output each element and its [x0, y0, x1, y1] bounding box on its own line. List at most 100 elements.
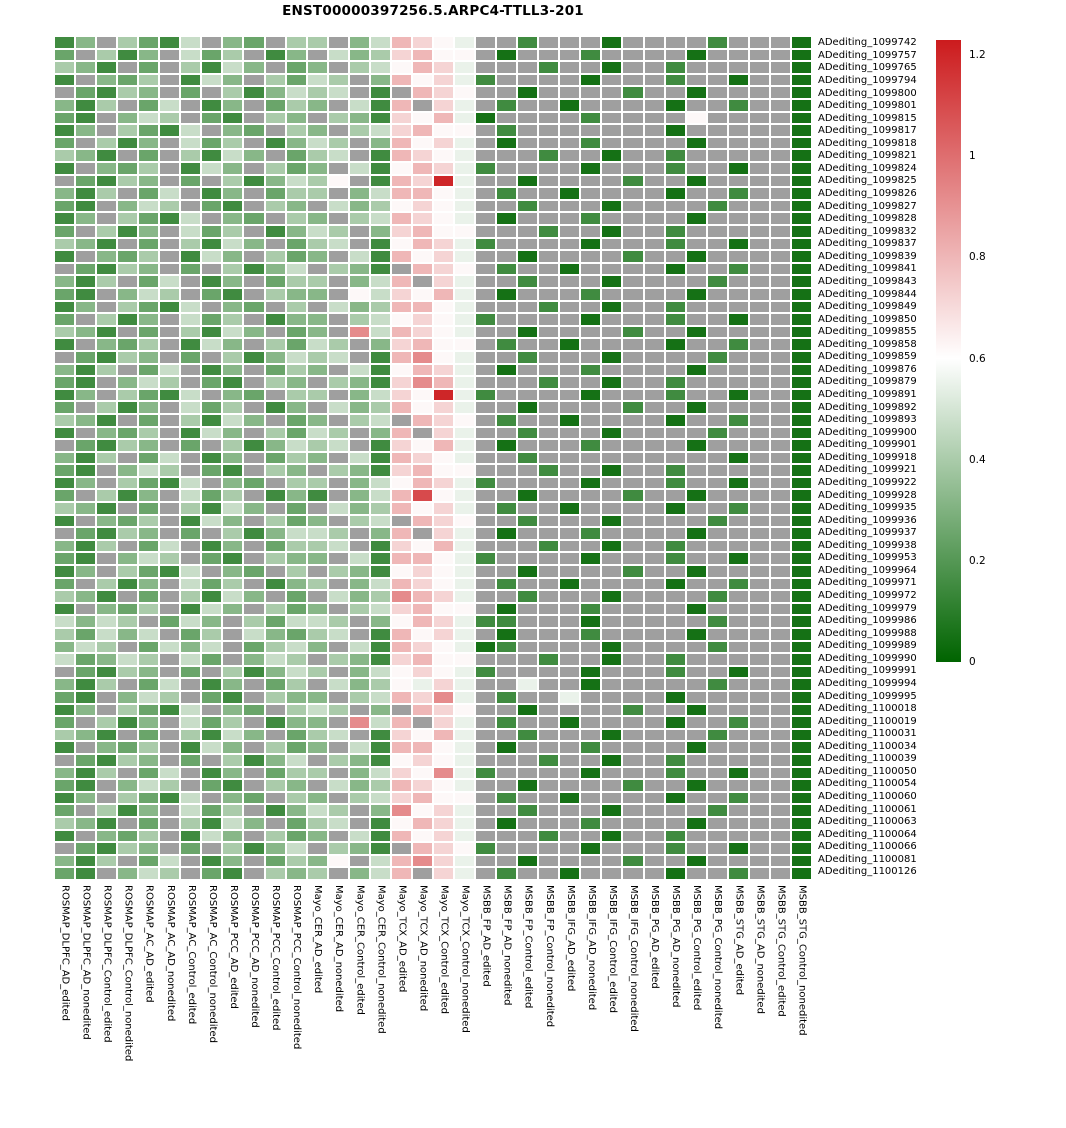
heatmap-cell: [749, 704, 769, 716]
heatmap-cell: [602, 566, 622, 577]
heatmap-cell: [602, 477, 622, 489]
heatmap-cell: [707, 540, 727, 552]
heatmap-cell: [686, 49, 706, 61]
heatmap-cell: [76, 490, 96, 502]
heatmap-cell: [728, 301, 748, 313]
heatmap-cell: [749, 578, 769, 590]
heatmap-cell: [686, 717, 706, 728]
column-label: Mayo_CER_Control_edited: [354, 885, 366, 1015]
heatmap-cell: [455, 112, 475, 124]
heatmap-cell: [286, 830, 306, 842]
heatmap-cell: [223, 629, 243, 640]
column-label: ROSMAP_PCC_AD_edited: [227, 885, 239, 1009]
heatmap-cell: [97, 780, 117, 791]
heatmap-cell: [349, 843, 369, 854]
heatmap-cell: [265, 490, 285, 502]
heatmap-cell: [265, 780, 285, 791]
heatmap-cell: [139, 452, 159, 464]
heatmap-cell: [539, 301, 559, 313]
heatmap-cell: [770, 578, 790, 590]
row-label: ADediting_1099839: [818, 250, 917, 262]
heatmap-cell: [476, 868, 496, 879]
heatmap-cell: [391, 503, 411, 514]
heatmap-cell: [118, 540, 138, 552]
heatmap-cell: [560, 717, 580, 728]
heatmap-cell: [181, 99, 201, 111]
heatmap-cell: [307, 641, 327, 653]
heatmap-cell: [307, 490, 327, 502]
heatmap-cell: [307, 351, 327, 363]
heatmap-cell: [349, 566, 369, 577]
heatmap-cell: [265, 200, 285, 212]
heatmap-cell: [791, 389, 811, 401]
heatmap-cell: [244, 389, 264, 401]
heatmap-cell: [76, 855, 96, 867]
heatmap-cell: [560, 540, 580, 552]
heatmap-cell: [370, 616, 390, 628]
heatmap-cell: [686, 112, 706, 124]
heatmap-cell: [707, 503, 727, 514]
heatmap-cell: [286, 692, 306, 703]
heatmap-cell: [181, 868, 201, 879]
row-label: ADediting_1099858: [818, 338, 917, 350]
heatmap-cell: [223, 62, 243, 73]
heatmap-cell: [307, 288, 327, 300]
heatmap-cell: [370, 402, 390, 413]
heatmap-cell: [139, 188, 159, 199]
heatmap-cell: [686, 188, 706, 199]
heatmap-cell: [644, 855, 664, 867]
heatmap-cell: [770, 389, 790, 401]
heatmap-cell: [497, 477, 517, 489]
heatmap-cell: [76, 566, 96, 577]
heatmap-cell: [55, 616, 75, 628]
heatmap-cell: [244, 175, 264, 187]
heatmap-cell: [118, 251, 138, 262]
heatmap-cell: [349, 200, 369, 212]
heatmap-cell: [181, 62, 201, 73]
heatmap-cell: [244, 402, 264, 413]
heatmap-cell: [202, 440, 222, 451]
heatmap-cell: [623, 465, 643, 476]
heatmap-cell: [97, 125, 117, 136]
heatmap-cell: [539, 792, 559, 804]
heatmap-cell: [181, 427, 201, 439]
legend-gradient: [936, 40, 961, 662]
heatmap-cell: [55, 843, 75, 854]
heatmap-cell: [328, 818, 348, 829]
heatmap-cell: [76, 692, 96, 703]
heatmap-cell: [770, 162, 790, 174]
heatmap-cell: [707, 125, 727, 136]
heatmap-cell: [328, 641, 348, 653]
heatmap-cell: [539, 503, 559, 514]
heatmap-cell: [76, 364, 96, 376]
heatmap-cell: [623, 566, 643, 577]
column-label: ROSMAP_DLPFC_AD_edited: [59, 885, 71, 1021]
heatmap-cell: [707, 288, 727, 300]
heatmap-cell: [97, 377, 117, 388]
heatmap-cell: [665, 99, 685, 111]
heatmap-cell: [728, 629, 748, 640]
heatmap-cell: [160, 717, 180, 728]
heatmap-cell: [623, 868, 643, 879]
heatmap-cell: [307, 843, 327, 854]
heatmap-cell: [539, 150, 559, 161]
heatmap-cell: [497, 377, 517, 388]
heatmap-cell: [518, 515, 538, 527]
heatmap-cell: [707, 477, 727, 489]
row-label: ADediting_1099844: [818, 288, 917, 300]
heatmap-cell: [497, 515, 517, 527]
heatmap-cell: [602, 578, 622, 590]
heatmap-cell: [497, 629, 517, 640]
heatmap-cell: [349, 490, 369, 502]
heatmap-cell: [728, 62, 748, 73]
heatmap-cell: [770, 616, 790, 628]
heatmap-cell: [623, 855, 643, 867]
heatmap-cell: [349, 112, 369, 124]
row-label: ADediting_1099841: [818, 263, 917, 275]
heatmap-cell: [97, 767, 117, 779]
heatmap-cell: [518, 414, 538, 426]
heatmap-cell: [160, 591, 180, 602]
heatmap-cell: [770, 654, 790, 665]
heatmap-cell: [665, 755, 685, 766]
heatmap-cell: [286, 276, 306, 287]
